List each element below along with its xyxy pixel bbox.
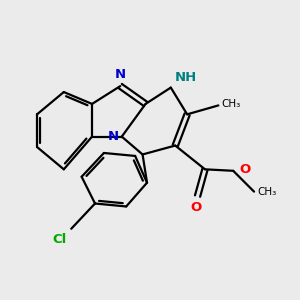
Text: N: N	[115, 68, 126, 81]
Text: CH₃: CH₃	[221, 99, 241, 109]
Text: CH₃: CH₃	[257, 187, 276, 196]
Text: Cl: Cl	[52, 233, 67, 246]
Text: O: O	[190, 201, 202, 214]
Text: O: O	[240, 163, 251, 176]
Text: NH: NH	[174, 71, 196, 84]
Text: N: N	[108, 130, 119, 143]
